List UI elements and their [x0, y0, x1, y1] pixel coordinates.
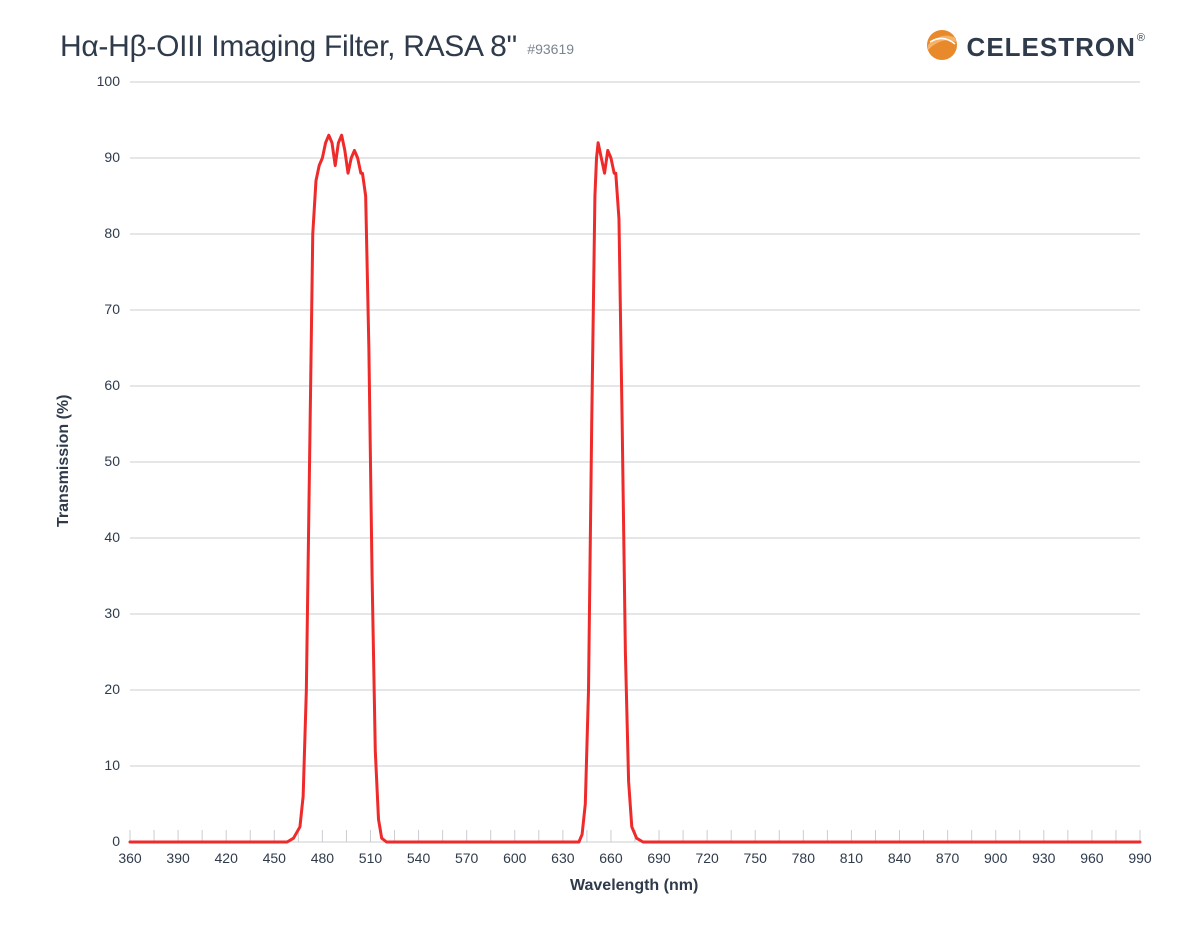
y-tick: 70	[80, 301, 120, 317]
x-tick: 660	[591, 850, 631, 866]
x-tick: 420	[206, 850, 246, 866]
y-tick: 40	[80, 529, 120, 545]
x-tick: 600	[495, 850, 535, 866]
x-tick: 870	[928, 850, 968, 866]
x-tick: 840	[880, 850, 920, 866]
y-tick: 50	[80, 453, 120, 469]
x-tick: 690	[639, 850, 679, 866]
x-tick: 540	[399, 850, 439, 866]
x-axis-label: Wavelength (nm)	[570, 877, 698, 895]
y-tick: 80	[80, 225, 120, 241]
x-tick: 810	[831, 850, 871, 866]
y-tick: 0	[80, 833, 120, 849]
x-tick: 990	[1120, 850, 1160, 866]
y-tick: 100	[80, 73, 120, 89]
y-tick: 10	[80, 757, 120, 773]
y-tick: 90	[80, 149, 120, 165]
y-tick: 30	[80, 605, 120, 621]
x-tick: 510	[350, 850, 390, 866]
y-tick: 60	[80, 377, 120, 393]
x-tick: 630	[543, 850, 583, 866]
x-tick: 390	[158, 850, 198, 866]
x-tick: 750	[735, 850, 775, 866]
x-tick: 570	[447, 850, 487, 866]
y-tick: 20	[80, 681, 120, 697]
x-tick: 360	[110, 850, 150, 866]
x-tick: 960	[1072, 850, 1112, 866]
x-tick: 720	[687, 850, 727, 866]
x-tick: 780	[783, 850, 823, 866]
x-tick: 450	[254, 850, 294, 866]
x-tick: 480	[302, 850, 342, 866]
transmission-chart	[0, 0, 1200, 927]
y-axis-label: Transmission (%)	[55, 395, 73, 527]
x-tick: 900	[976, 850, 1016, 866]
x-tick: 930	[1024, 850, 1064, 866]
